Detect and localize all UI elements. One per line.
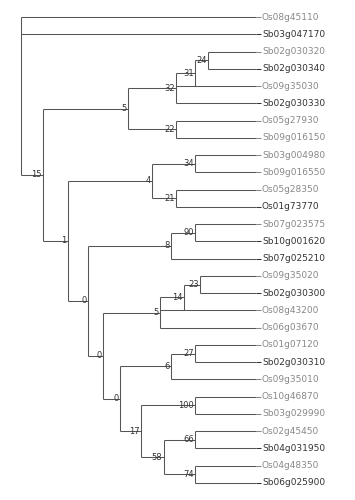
Text: Os02g45450: Os02g45450 [262, 426, 319, 436]
Text: 17: 17 [129, 426, 140, 436]
Text: Sb09g016550: Sb09g016550 [262, 168, 325, 177]
Text: Sb03g029990: Sb03g029990 [262, 410, 325, 418]
Text: Os09g35020: Os09g35020 [262, 272, 320, 280]
Text: Sb06g025900: Sb06g025900 [262, 478, 325, 488]
Text: Sb02g030330: Sb02g030330 [262, 99, 325, 108]
Text: Os05g28350: Os05g28350 [262, 185, 320, 194]
Text: 5: 5 [122, 104, 127, 113]
Text: Sb02g030340: Sb02g030340 [262, 64, 325, 74]
Text: Sb07g023575: Sb07g023575 [262, 220, 325, 228]
Text: 1: 1 [61, 236, 67, 246]
Text: 27: 27 [183, 349, 194, 358]
Text: Sb02g030320: Sb02g030320 [262, 47, 325, 56]
Text: 23: 23 [188, 280, 199, 289]
Text: 66: 66 [183, 436, 194, 444]
Text: Os09g35030: Os09g35030 [262, 82, 320, 90]
Text: Os06g03670: Os06g03670 [262, 323, 320, 332]
Text: 4: 4 [146, 176, 151, 186]
Text: 5: 5 [153, 308, 159, 317]
Text: 21: 21 [164, 194, 175, 202]
Text: 74: 74 [183, 470, 194, 479]
Text: 0: 0 [97, 351, 102, 360]
Text: 22: 22 [164, 124, 175, 134]
Text: Os01g73770: Os01g73770 [262, 202, 320, 211]
Text: Sb07g025210: Sb07g025210 [262, 254, 325, 263]
Text: 8: 8 [165, 241, 170, 250]
Text: Os05g27930: Os05g27930 [262, 116, 320, 125]
Text: 0: 0 [113, 394, 118, 404]
Text: Sb09g016150: Sb09g016150 [262, 134, 325, 142]
Text: Os08g45110: Os08g45110 [262, 12, 320, 22]
Text: Os09g35010: Os09g35010 [262, 375, 320, 384]
Text: Os08g43200: Os08g43200 [262, 306, 320, 315]
Text: Sb03g004980: Sb03g004980 [262, 150, 325, 160]
Text: 31: 31 [183, 68, 194, 78]
Text: Sb02g030300: Sb02g030300 [262, 288, 325, 298]
Text: 6: 6 [165, 362, 170, 371]
Text: 90: 90 [184, 228, 194, 237]
Text: Os01g07120: Os01g07120 [262, 340, 320, 349]
Text: 0: 0 [82, 296, 87, 305]
Text: 15: 15 [31, 170, 42, 179]
Text: Sb03g047170: Sb03g047170 [262, 30, 325, 39]
Text: 14: 14 [172, 293, 182, 302]
Text: 34: 34 [183, 159, 194, 168]
Text: Sb02g030310: Sb02g030310 [262, 358, 325, 366]
Text: 32: 32 [164, 84, 175, 92]
Text: Sb10g001620: Sb10g001620 [262, 237, 325, 246]
Text: Os04g48350: Os04g48350 [262, 461, 320, 470]
Text: 24: 24 [196, 56, 207, 64]
Text: Os10g46870: Os10g46870 [262, 392, 320, 401]
Text: 100: 100 [178, 401, 194, 410]
Text: 58: 58 [152, 452, 162, 462]
Text: Sb04g031950: Sb04g031950 [262, 444, 325, 453]
